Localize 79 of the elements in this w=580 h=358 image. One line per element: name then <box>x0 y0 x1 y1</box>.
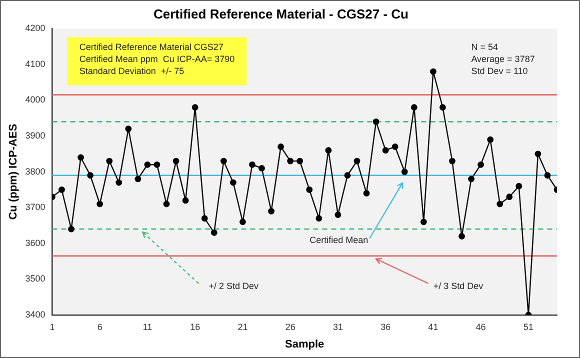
annotation: Certified Mean <box>310 234 368 245</box>
y-axis-title: Cu (ppm) ICP-AES <box>8 124 20 220</box>
point <box>363 190 370 196</box>
y-tick-label: 4000 <box>25 94 46 105</box>
point <box>316 215 322 222</box>
x-tick-label: 36 <box>380 322 391 332</box>
point <box>534 150 542 158</box>
point <box>306 186 313 193</box>
point <box>96 200 104 208</box>
point <box>506 194 513 200</box>
point <box>58 186 65 193</box>
point <box>392 144 398 150</box>
point <box>230 179 236 186</box>
point <box>430 68 436 75</box>
point <box>125 126 132 132</box>
annotation: +/ 2 Std Dev <box>208 280 259 291</box>
point <box>258 165 265 172</box>
point <box>201 215 208 222</box>
point <box>401 168 408 175</box>
point <box>440 104 446 111</box>
x-tick-label: 41 <box>428 322 438 332</box>
x-tick-label: 11 <box>142 322 152 332</box>
point <box>344 172 351 179</box>
x-tick-label: 46 <box>476 322 486 332</box>
point <box>296 158 304 164</box>
annotation: +/ 3 Std Dev <box>433 280 484 291</box>
x-tick-label: 1 <box>50 322 55 332</box>
point <box>116 179 122 186</box>
y-tick-label: 4200 <box>25 23 46 34</box>
point <box>449 158 456 164</box>
point <box>420 218 427 226</box>
point <box>87 172 94 179</box>
y-tick-label: 3900 <box>25 130 46 140</box>
chart-title: Certified Reference Material - CGS27 - Cu <box>153 6 409 22</box>
point <box>487 136 494 143</box>
point <box>240 218 246 226</box>
y-tick-label: 3700 <box>25 202 46 212</box>
point <box>144 161 151 168</box>
x-axis-title: Sample <box>285 338 324 350</box>
point <box>268 208 274 214</box>
y-tick-label: 3500 <box>25 274 46 284</box>
y-tick-label: 3600 <box>25 238 46 248</box>
point <box>410 104 418 111</box>
point <box>172 158 180 164</box>
point <box>192 104 198 111</box>
point <box>278 144 284 150</box>
point <box>163 200 170 208</box>
point <box>496 200 504 208</box>
point <box>154 161 160 168</box>
point <box>249 161 256 168</box>
annotation: Certified Reference Material CGS27 Certified Mean ppm Cu ICP-AA= 3790 Standard Deviation +/- 75 <box>79 42 235 76</box>
point <box>516 182 522 190</box>
point <box>382 147 389 154</box>
point <box>334 212 342 218</box>
point <box>354 158 360 164</box>
point <box>325 147 332 154</box>
x-tick-label: 51 <box>523 322 534 332</box>
x-tick-label: 16 <box>190 322 200 332</box>
y-tick-label: 3400 <box>25 309 46 320</box>
annotation: N = 54 Average = 3787 Std Dev = 110 <box>471 42 535 76</box>
point <box>210 229 218 236</box>
y-tick-label: 4100 <box>25 58 46 69</box>
y-tick-label: 3800 <box>25 166 46 176</box>
x-tick-label: 6 <box>97 322 102 332</box>
point <box>478 161 484 168</box>
point <box>182 197 189 204</box>
point <box>78 154 84 161</box>
point <box>287 158 294 164</box>
point <box>106 158 113 164</box>
point <box>544 172 551 179</box>
x-tick-label: 31 <box>332 322 343 332</box>
point <box>372 118 380 125</box>
point <box>68 226 74 232</box>
point <box>468 176 474 182</box>
point <box>134 176 142 182</box>
x-tick-label: 21 <box>238 322 248 332</box>
point <box>458 233 465 240</box>
point <box>220 158 227 164</box>
x-tick-label: 26 <box>285 322 296 332</box>
